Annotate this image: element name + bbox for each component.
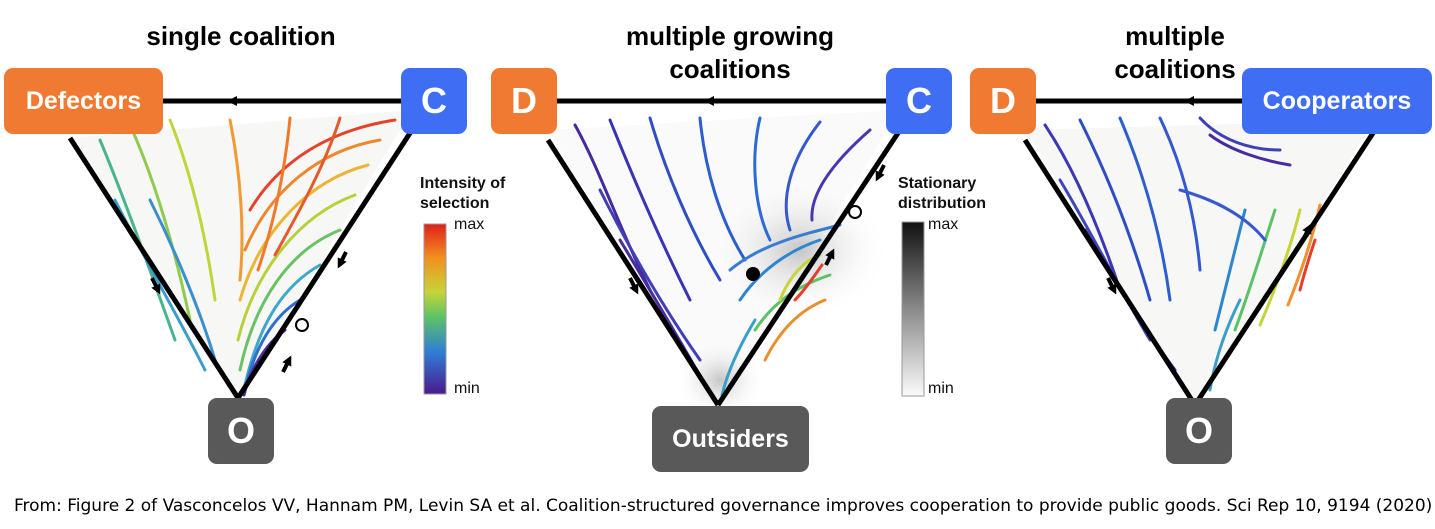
figure-caption: From: Figure 2 of Vasconcelos VV, Hannam…	[14, 496, 1433, 516]
stationary-colorbar	[901, 221, 925, 397]
stationary-colorbar-title: Stationary distribution	[898, 175, 986, 212]
intensity-colorbar	[423, 223, 447, 395]
intensity-max-label: max	[454, 216, 485, 233]
cooperators-label-c: C	[886, 68, 952, 134]
defectors-label: Defectors	[4, 68, 163, 134]
cooperators-label-c: C	[401, 68, 467, 134]
panel3-flow-field	[1022, 96, 1378, 407]
outsiders-label: Outsiders	[652, 406, 809, 472]
panel1-title: single coalition	[146, 21, 336, 51]
panel2-title: multiple growing coalitions	[626, 21, 834, 84]
stationary-min-label: min	[928, 380, 954, 397]
defectors-label-d: D	[970, 68, 1036, 134]
stationary-max-label: max	[928, 216, 959, 233]
panel1-flow-field	[67, 96, 415, 400]
defectors-label-d: D	[491, 68, 557, 134]
outsiders-label-o: O	[208, 398, 274, 464]
cooperators-label: Cooperators	[1242, 68, 1432, 134]
panel2-flow-field	[545, 96, 903, 420]
outsiders-label-o: O	[1166, 398, 1232, 464]
intensity-min-label: min	[454, 380, 480, 397]
intensity-colorbar-title: Intensity of selection	[420, 175, 506, 212]
panel3-title: multiple coalitions	[1114, 21, 1236, 84]
